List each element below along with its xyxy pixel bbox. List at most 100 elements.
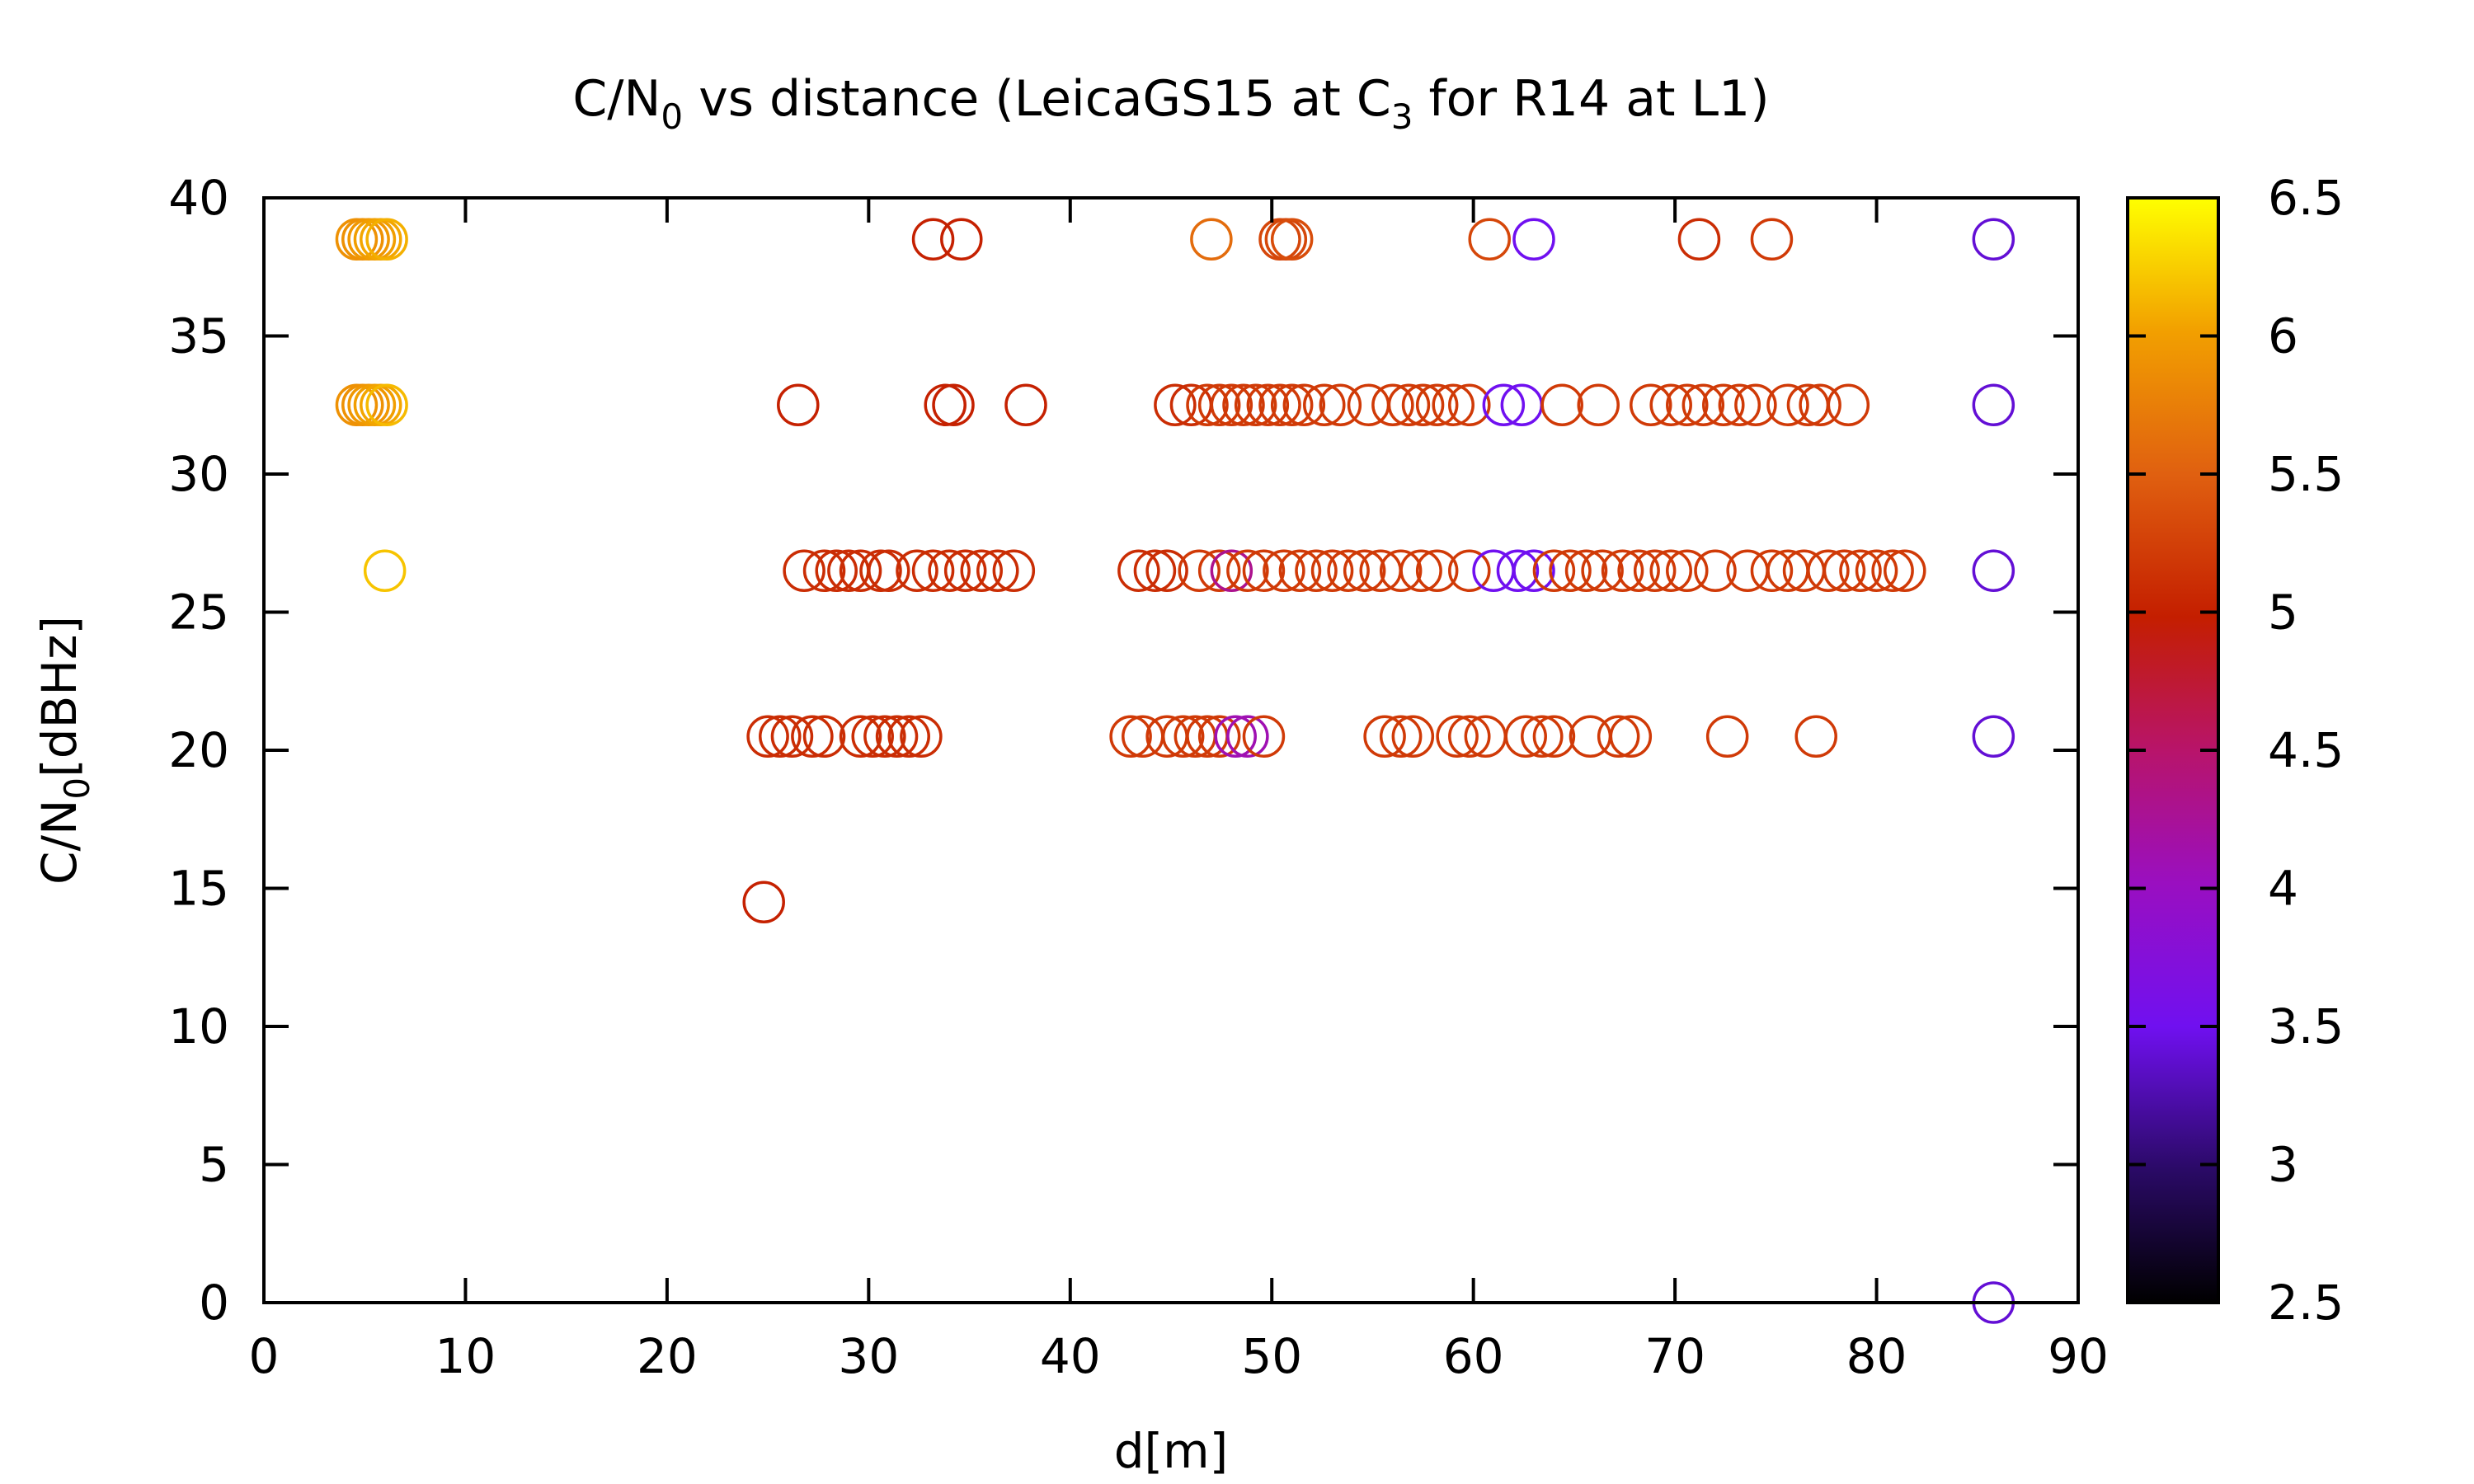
data-point-89 [1310,549,1354,592]
data-point-37 [1270,383,1314,426]
y-axis-label: C/N0[dBHz] [31,616,97,885]
data-point-81 [1178,549,1221,592]
data-point-78 [1117,549,1160,592]
y-tick-label-3: 15 [168,861,229,917]
data-point-145 [1436,715,1479,758]
data-point-43 [1387,383,1431,426]
data-point-135 [1161,715,1205,758]
data-point-34 [1234,383,1277,426]
y-tick-label-5: 25 [168,585,229,641]
data-point-62 [1827,383,1870,426]
data-point-108 [1666,549,1709,592]
data-point-101 [1549,549,1592,592]
x-tick-label-2: 20 [637,1328,698,1384]
data-point-116 [1839,549,1882,592]
data-point-45 [1415,383,1459,426]
data-point-127 [851,715,894,758]
colorbar-tick-label-7: 6 [2268,308,2298,364]
x-tick-label-9: 90 [2048,1328,2109,1384]
data-point-140 [1226,715,1269,758]
data-point-126 [839,715,882,758]
colorbar-tick-label-8: 6.5 [2268,170,2344,226]
data-point-40 [1319,383,1362,426]
title-part-c: for R14 at L1) [1413,70,1769,128]
data-point-46 [1432,383,1475,426]
data-point-141 [1242,715,1286,758]
y-tick-label-7: 35 [168,308,229,364]
data-point-122 [759,715,802,758]
title-part-a: C/N [572,70,661,128]
x-tick-label-5: 50 [1241,1328,1302,1384]
data-point-15 [1190,218,1233,261]
data-point-132 [1109,715,1152,758]
data-point-54 [1666,383,1709,426]
data-point-44 [1401,383,1445,426]
data-point-75 [960,549,1003,592]
data-point-125 [802,715,846,758]
data-point-152 [1597,715,1640,758]
colorbar-tick-label-0: 2.5 [2268,1275,2344,1331]
data-markers [335,218,2015,1324]
data-point-94 [1399,549,1442,592]
data-point-107 [1649,549,1692,592]
data-point-85 [1242,549,1286,592]
data-point-24 [777,383,820,426]
data-point-131 [900,715,943,758]
data-point-150 [1532,715,1576,758]
x-tick-label-8: 80 [1846,1328,1907,1384]
data-point-31 [1197,383,1241,426]
data-point-59 [1766,383,1809,426]
data-point-71 [896,549,938,592]
y-tick-label-1: 5 [199,1137,229,1193]
data-point-102 [1564,549,1608,592]
data-point-80 [1145,549,1188,592]
data-point-68 [839,549,882,592]
data-point-143 [1379,715,1423,758]
data-point-58 [1734,383,1777,426]
data-point-61 [1799,383,1841,426]
data-point-12 [363,549,407,592]
data-point-119 [1884,549,1926,592]
data-point-56 [1702,383,1745,426]
y-tick-label-8: 40 [168,170,229,226]
data-point-146 [1448,715,1491,758]
x-tick-label-4: 40 [1040,1328,1101,1384]
data-point-26 [932,383,975,426]
data-point-51 [1577,383,1620,426]
data-point-93 [1379,549,1423,592]
x-tick-label-7: 70 [1644,1328,1705,1384]
data-point-155 [1794,715,1837,758]
data-point-120 [1972,549,2015,592]
data-point-121 [746,715,789,758]
data-point-86 [1263,549,1305,592]
data-point-139 [1214,715,1257,758]
data-point-90 [1327,549,1370,592]
colorbar: 2.5 3 3.5 4 4.5 5 5.5 6 6.5 [2126,170,2344,1331]
data-point-53 [1649,383,1692,426]
colorbar-tick-label-3: 4 [2268,861,2298,917]
data-point-84 [1226,549,1269,592]
data-point-97 [1472,549,1515,592]
data-point-36 [1258,383,1301,426]
data-point-55 [1681,383,1725,426]
data-point-18 [1270,218,1314,261]
data-point-64 [783,549,825,592]
data-point-20 [1512,218,1555,261]
data-point-63 [1972,383,2015,426]
x-tick-label-3: 30 [838,1328,899,1384]
y-tick-label-0: 0 [199,1275,229,1331]
data-point-124 [791,715,834,758]
ylabel-sub-a: 0 [57,777,97,800]
data-point-41 [1347,383,1390,426]
data-point-129 [875,715,919,758]
y-tick-label-2: 10 [168,998,229,1054]
ylabel-part-a: C/N [31,800,87,885]
colorbar-tick-label-4: 4.5 [2268,722,2344,778]
data-point-35 [1246,383,1290,426]
data-point-28 [1154,383,1197,426]
data-point-38 [1282,383,1326,426]
data-point-87 [1278,549,1322,592]
data-point-111 [1750,549,1794,592]
data-point-157 [742,881,785,923]
